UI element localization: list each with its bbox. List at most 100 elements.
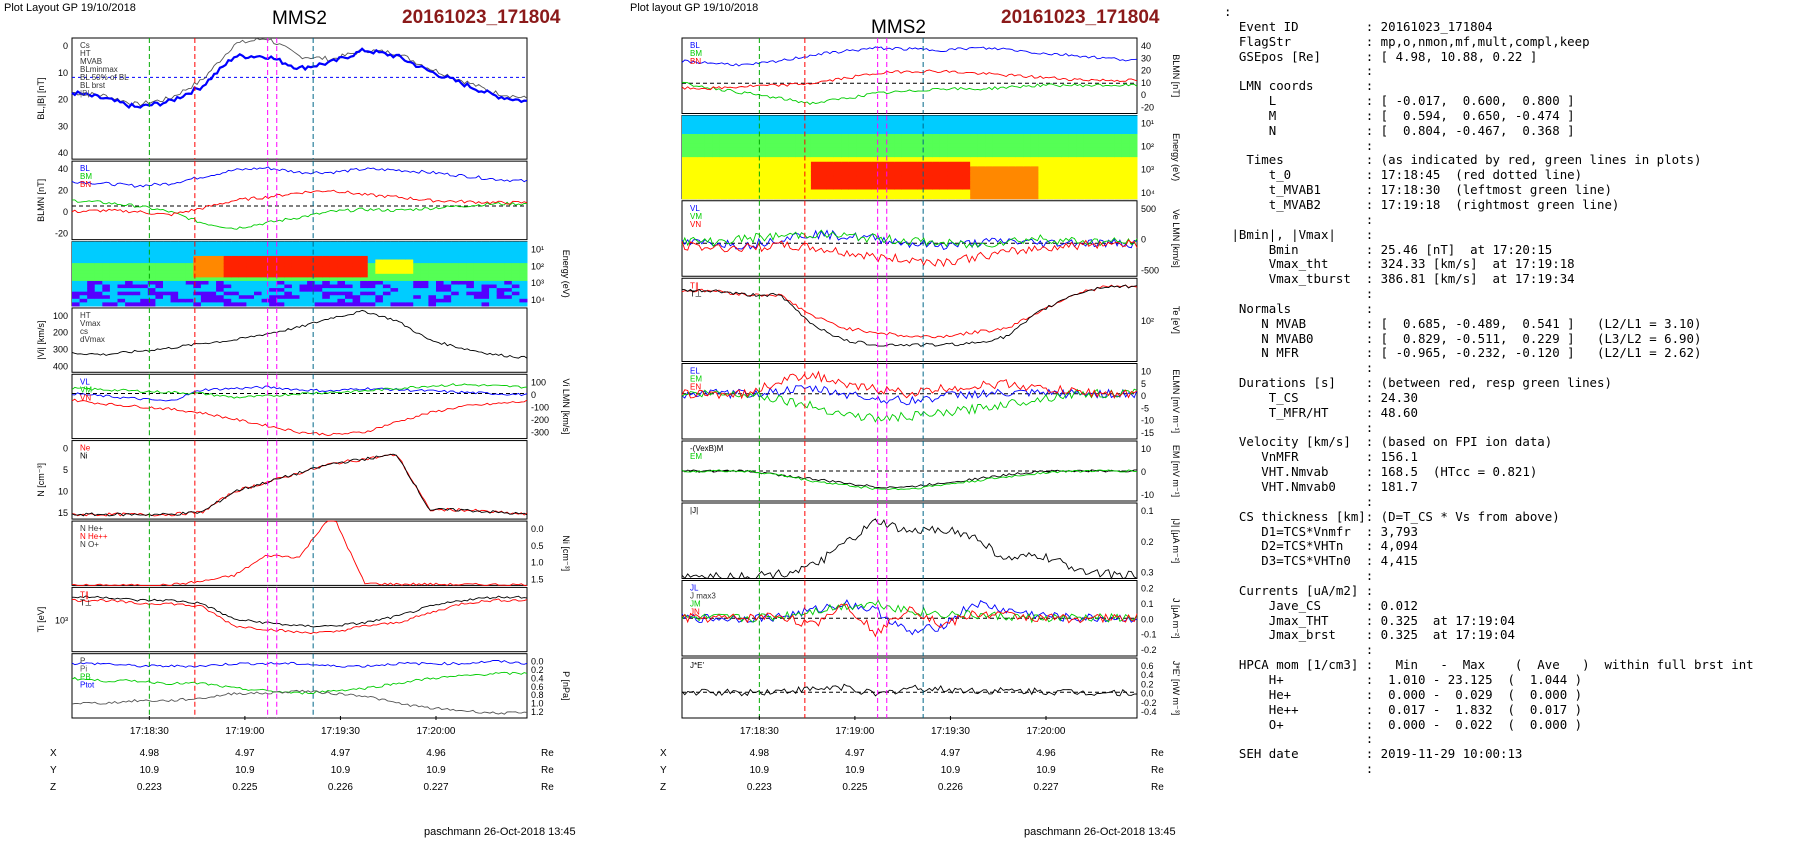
spectrogram-cell xyxy=(1091,115,1100,121)
spectrogram-cell xyxy=(924,152,933,158)
panel-HPCA: 0.00.51.01.5Ni [cm⁻³]N He+N He++N O+ xyxy=(71,520,571,586)
spectrogram-cell xyxy=(481,248,490,253)
spectrogram-cell xyxy=(193,291,202,296)
spectrogram-cell xyxy=(147,284,156,289)
info-line: N MVAB : [ 0.685, -0.489, 0.541 ] (L2/L1… xyxy=(1224,315,1702,331)
info-line: CS thickness [km]: (D=T_CS * Vs from abo… xyxy=(1224,508,1560,524)
spectrogram-cell xyxy=(398,266,407,271)
spectrogram-cell xyxy=(269,252,278,257)
spectrogram-cell xyxy=(170,295,179,300)
spectrogram-cell xyxy=(1023,124,1032,130)
spectrogram-cell xyxy=(841,120,850,126)
spectrogram-cell xyxy=(489,273,498,278)
spectrogram-cell xyxy=(773,184,782,190)
spectrogram-cell xyxy=(757,180,766,186)
spectrogram-cell xyxy=(117,259,126,264)
spectrogram-cell xyxy=(894,120,903,126)
spectrogram-cell xyxy=(1023,138,1032,144)
spectrogram-cell xyxy=(519,288,528,293)
spectrogram-cell xyxy=(1061,115,1070,121)
spectrogram-cell xyxy=(1015,161,1024,167)
spectrogram-cell xyxy=(1053,143,1062,149)
spectrogram-cell xyxy=(79,266,88,271)
spectrogram-cell xyxy=(337,288,346,293)
spectrogram-cell xyxy=(1000,194,1009,200)
spectrogram-cell xyxy=(261,302,270,307)
spectrogram-cell xyxy=(977,166,986,172)
spectrogram-cell xyxy=(727,175,736,181)
spectrogram-cell xyxy=(977,180,986,186)
spectrogram-cell xyxy=(833,138,842,144)
spectrogram-cell xyxy=(1114,138,1123,144)
spectrogram-cell xyxy=(909,166,918,172)
spectrogram-cell xyxy=(810,189,819,195)
spectrogram-cell xyxy=(473,259,482,264)
spectrogram-cell xyxy=(750,194,759,200)
spectrogram-cell xyxy=(87,263,96,268)
spectrogram-cell xyxy=(140,245,149,250)
legend-entry: HT xyxy=(80,311,91,320)
spectrogram-cell xyxy=(352,273,361,278)
spectrogram-cell xyxy=(109,255,118,261)
spectrogram-cell xyxy=(1083,152,1092,158)
spectrogram-cell xyxy=(398,270,407,275)
spectrogram-cell xyxy=(345,280,354,286)
y-tick-label: 0 xyxy=(63,41,68,51)
spectrogram-cell xyxy=(367,245,376,250)
spectrogram-cell xyxy=(170,284,179,289)
info-line: SEH date : 2019-11-29 10:00:13 xyxy=(1224,746,1523,762)
x-tick-label: 17:18:30 xyxy=(130,726,169,737)
spectrogram-cell xyxy=(719,184,728,190)
spectrogram-cell xyxy=(132,266,141,271)
spectrogram-cell xyxy=(375,277,384,282)
spectrogram-cell xyxy=(1000,152,1009,158)
spectrogram-cell xyxy=(458,266,467,271)
spectrogram-cell xyxy=(519,259,528,264)
spectrogram-cell xyxy=(208,295,217,300)
spectrogram-cell xyxy=(170,248,179,253)
spectrogram-cell xyxy=(841,157,850,163)
spectrogram-cell xyxy=(337,255,346,261)
spectrogram-cell xyxy=(682,147,691,153)
spectrogram-cell xyxy=(420,284,429,289)
spectrogram-cell xyxy=(773,152,782,158)
spectrogram-cell xyxy=(94,295,103,300)
spectrogram-cell xyxy=(939,161,948,167)
spectrogram-cell xyxy=(200,298,209,303)
spectrogram-cell xyxy=(894,129,903,135)
spectrogram-cell xyxy=(87,266,96,271)
legend-entry: BM xyxy=(690,49,702,58)
spectrogram-cell xyxy=(894,171,903,177)
spectrogram-cell xyxy=(712,124,721,130)
spectrogram-cell xyxy=(443,302,452,307)
spectrogram-cell xyxy=(178,241,187,246)
spectrogram-cell xyxy=(1129,143,1138,149)
spectrogram-cell xyxy=(962,124,971,130)
spectrogram-cell xyxy=(125,295,134,300)
spectrogram-cell xyxy=(367,259,376,264)
spectrogram-cell xyxy=(1053,147,1062,153)
spectrogram-cell xyxy=(238,280,247,286)
spectrogram-cell xyxy=(140,288,149,293)
spectrogram-cell xyxy=(307,280,316,286)
spectrogram-cell xyxy=(704,152,713,158)
spectrogram-cell xyxy=(795,171,804,177)
spectrogram-cell xyxy=(436,270,445,275)
spectrogram-cell xyxy=(719,175,728,181)
spectrogram-cell xyxy=(757,184,766,190)
spectrogram-cell xyxy=(390,266,399,271)
spectrogram-cell xyxy=(1030,129,1039,135)
ephemeris-value: 10.9 xyxy=(235,765,255,776)
spectrogram-cell xyxy=(147,298,156,303)
spectrogram-cell xyxy=(719,152,728,158)
spectrogram-cell xyxy=(276,291,285,296)
legend-entry: N He+ xyxy=(80,524,103,533)
series-line-T xyxy=(681,284,1138,339)
spectrogram-cell xyxy=(307,277,316,282)
spectrogram-cell xyxy=(322,298,331,303)
spectrogram-cell xyxy=(826,138,835,144)
spectrogram-cell xyxy=(307,259,316,264)
spectrogram-cell xyxy=(519,252,528,257)
spectrogram-cell xyxy=(231,248,240,253)
